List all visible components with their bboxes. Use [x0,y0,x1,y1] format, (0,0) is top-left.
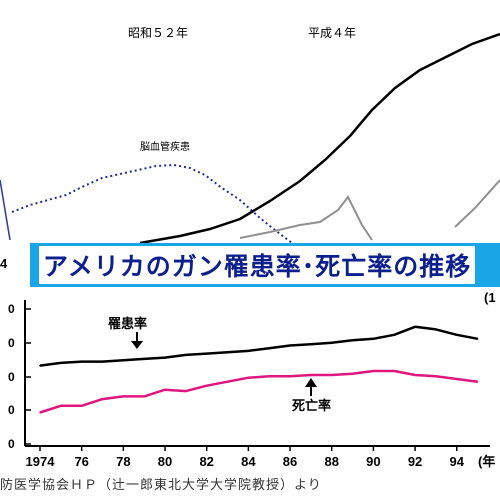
data-point [185,390,187,392]
arrow-head-incidence [131,341,143,349]
data-point [268,375,271,378]
y-tick-label: 0 [8,336,15,350]
data-point [226,380,229,383]
title-banner: アメリカのガン罹患率･死亡率の推移 [30,243,500,287]
x-tick-label: 90 [366,454,380,469]
y-unit-label: (1 [484,290,496,305]
data-point [268,347,271,350]
x-tick-label: 94 [450,454,465,469]
top-series-dotted-line [11,163,293,244]
data-point [205,352,208,355]
top-series-gray-line [239,195,373,241]
data-point [80,405,83,407]
top-left-tick: 4 [0,256,8,271]
data-point [435,375,437,378]
data-point [372,370,375,372]
top-series-gray-line-right [454,179,500,228]
x-tick-label: 92 [408,454,422,469]
data-point [143,395,145,398]
data-point [330,342,333,344]
data-point [247,350,250,352]
data-point [330,374,333,376]
data-point [39,364,41,367]
x-tick-label: 1974 [26,454,56,469]
top-series-label: 脳血管疾患 [140,140,190,153]
data-point [185,354,187,356]
x-tick-label: 84 [241,454,256,469]
data-point [101,398,104,400]
data-point [143,358,145,360]
y-tick-label: 0 [8,437,15,451]
x-tick-label: 80 [158,454,172,469]
y-tick-label: 0 [8,370,15,384]
data-point [414,325,416,328]
data-point [164,356,166,359]
data-point [476,338,479,340]
data-point [393,370,396,372]
data-point [289,375,291,378]
series-label-incidence: 罹患率 [108,316,147,332]
series-line-incidence [39,325,478,367]
data-point [60,405,62,407]
data-point [393,334,396,336]
data-point [351,372,354,375]
data-point [39,411,41,414]
data-point [60,362,62,364]
x-tick-label: 76 [74,454,88,469]
top-series-black-line [139,32,500,245]
y-tick-label: 0 [8,403,15,417]
source-note: 防医学協会ＨＰ（辻一郎東北大学大学院教授）より [0,478,322,493]
arrow-head-mortality [305,378,317,387]
data-point [435,328,437,331]
data-point [164,388,166,391]
data-point [310,343,312,345]
data-point [101,360,104,363]
data-point [226,351,229,354]
data-point [310,374,312,376]
top-chart: 4 脳血管疾患 [0,32,500,271]
data-point [372,338,375,340]
x-tick-label: 82 [199,454,213,469]
data-point [351,339,354,341]
top-left-axis-line [0,179,11,241]
data-point [414,374,416,376]
era-label-heisei: 平成４年 [308,26,357,40]
data-point [122,359,125,362]
data-point [289,344,291,347]
data-point [122,395,125,398]
data-point [80,360,83,363]
banner-title: アメリカのガン罹患率･死亡率の推移 [39,246,476,284]
x-tick-label: 88 [324,454,338,469]
x-tick-label: 86 [283,454,297,469]
series-label-mortality: 死亡率 [292,398,331,414]
data-point [476,380,479,383]
x-unit-label: (年 [478,454,495,469]
data-point [455,334,458,336]
era-label-showa: 昭和５２年 [128,26,189,40]
y-tick-label: 0 [8,302,15,316]
data-point [247,376,250,379]
x-tick-label: 78 [116,454,130,469]
series-line-mortality [39,369,478,414]
data-point [455,378,458,380]
data-point [205,384,208,387]
